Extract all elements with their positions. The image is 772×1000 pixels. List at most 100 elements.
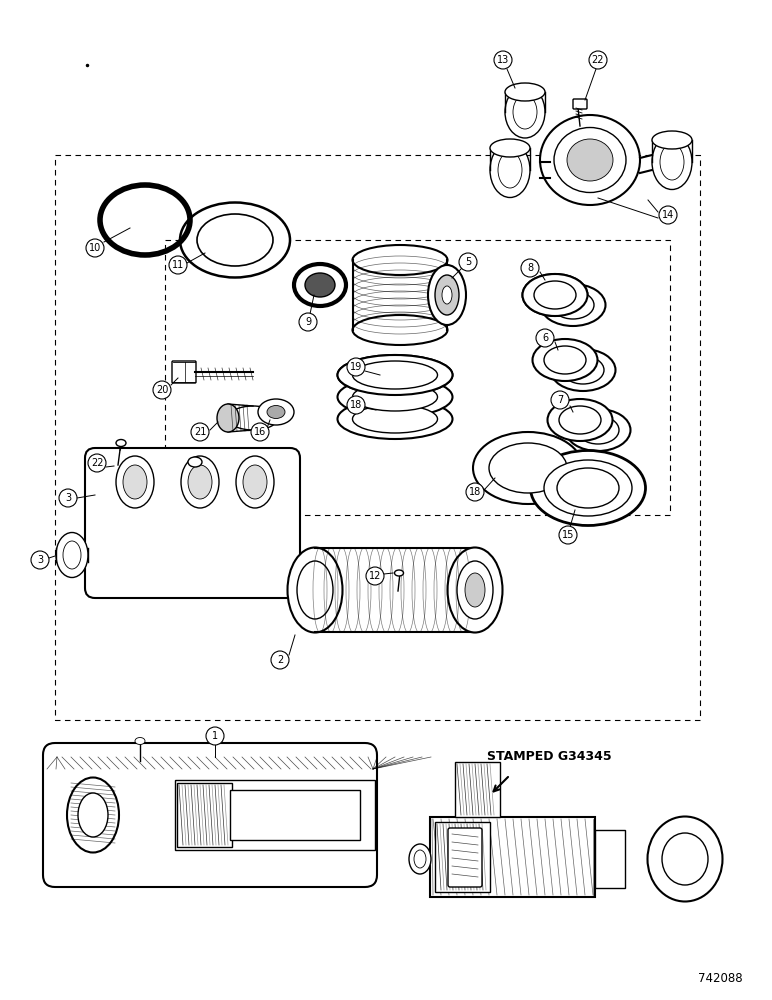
- Text: 22: 22: [91, 458, 103, 468]
- Ellipse shape: [353, 383, 438, 411]
- Ellipse shape: [116, 440, 126, 446]
- Text: 19: 19: [350, 362, 362, 372]
- Circle shape: [366, 567, 384, 585]
- Ellipse shape: [337, 355, 452, 395]
- Text: 16: 16: [254, 427, 266, 437]
- Text: 12: 12: [369, 571, 381, 581]
- Ellipse shape: [448, 548, 503, 633]
- Circle shape: [551, 391, 569, 409]
- Ellipse shape: [116, 456, 154, 508]
- Bar: [455, 762, 500, 817]
- Circle shape: [86, 239, 104, 257]
- Circle shape: [299, 313, 317, 331]
- Ellipse shape: [552, 291, 594, 319]
- Text: 13: 13: [497, 55, 509, 65]
- Circle shape: [521, 259, 539, 277]
- FancyBboxPatch shape: [85, 448, 300, 598]
- Ellipse shape: [236, 456, 274, 508]
- Ellipse shape: [414, 850, 426, 868]
- Circle shape: [589, 51, 607, 69]
- Text: 3: 3: [65, 493, 71, 503]
- Ellipse shape: [305, 273, 335, 297]
- Ellipse shape: [533, 339, 598, 381]
- Ellipse shape: [505, 86, 545, 138]
- Text: 1: 1: [212, 731, 218, 741]
- Ellipse shape: [540, 284, 605, 326]
- FancyBboxPatch shape: [43, 743, 377, 887]
- Ellipse shape: [287, 548, 343, 633]
- Ellipse shape: [566, 409, 631, 451]
- Ellipse shape: [337, 377, 452, 417]
- Bar: [175, 780, 375, 850]
- Ellipse shape: [217, 404, 239, 432]
- Ellipse shape: [557, 468, 619, 508]
- Text: 8: 8: [527, 263, 533, 273]
- Circle shape: [459, 253, 477, 271]
- Text: 14: 14: [662, 210, 674, 220]
- Ellipse shape: [473, 432, 583, 504]
- Circle shape: [347, 358, 365, 376]
- Ellipse shape: [490, 139, 530, 157]
- FancyBboxPatch shape: [448, 828, 482, 887]
- Text: 22: 22: [592, 55, 604, 65]
- Ellipse shape: [567, 139, 613, 181]
- Ellipse shape: [523, 274, 587, 316]
- Ellipse shape: [353, 361, 438, 389]
- Ellipse shape: [181, 456, 219, 508]
- Ellipse shape: [243, 465, 267, 499]
- Ellipse shape: [337, 399, 452, 439]
- Text: 10: 10: [89, 243, 101, 253]
- Circle shape: [191, 423, 209, 441]
- Ellipse shape: [442, 286, 452, 304]
- Circle shape: [347, 396, 365, 414]
- Circle shape: [659, 206, 677, 224]
- Ellipse shape: [490, 142, 530, 198]
- Circle shape: [88, 454, 106, 472]
- Text: STAMPED G34345: STAMPED G34345: [487, 750, 611, 763]
- Ellipse shape: [294, 264, 346, 306]
- FancyBboxPatch shape: [573, 99, 587, 109]
- Ellipse shape: [547, 399, 612, 441]
- Ellipse shape: [67, 778, 119, 852]
- Circle shape: [494, 51, 512, 69]
- Ellipse shape: [228, 406, 278, 430]
- Bar: [430, 817, 595, 897]
- Circle shape: [271, 651, 289, 669]
- Ellipse shape: [457, 561, 493, 619]
- Ellipse shape: [534, 281, 576, 309]
- Text: 742088: 742088: [698, 972, 743, 984]
- Ellipse shape: [297, 561, 333, 619]
- Ellipse shape: [544, 460, 632, 516]
- Ellipse shape: [540, 115, 640, 205]
- Text: 21: 21: [194, 427, 206, 437]
- Text: 20: 20: [156, 385, 168, 395]
- Ellipse shape: [534, 281, 576, 309]
- Ellipse shape: [660, 144, 684, 180]
- Bar: [435, 822, 490, 892]
- Ellipse shape: [394, 570, 404, 576]
- Text: 18: 18: [469, 487, 481, 497]
- Bar: [230, 790, 360, 840]
- Ellipse shape: [498, 152, 522, 188]
- Ellipse shape: [505, 83, 545, 101]
- Circle shape: [559, 526, 577, 544]
- Ellipse shape: [523, 274, 587, 316]
- Circle shape: [536, 329, 554, 347]
- Ellipse shape: [435, 275, 459, 315]
- Ellipse shape: [530, 450, 645, 526]
- Circle shape: [31, 551, 49, 569]
- Circle shape: [59, 489, 77, 507]
- Bar: [595, 830, 625, 888]
- Ellipse shape: [353, 315, 448, 345]
- Ellipse shape: [428, 265, 466, 325]
- Ellipse shape: [78, 793, 108, 837]
- FancyBboxPatch shape: [172, 361, 196, 383]
- Ellipse shape: [559, 406, 601, 434]
- Text: 5: 5: [465, 257, 471, 267]
- Ellipse shape: [562, 356, 604, 384]
- Ellipse shape: [258, 399, 294, 425]
- Ellipse shape: [577, 416, 619, 444]
- Text: 18: 18: [350, 400, 362, 410]
- Circle shape: [466, 483, 484, 501]
- Circle shape: [153, 381, 171, 399]
